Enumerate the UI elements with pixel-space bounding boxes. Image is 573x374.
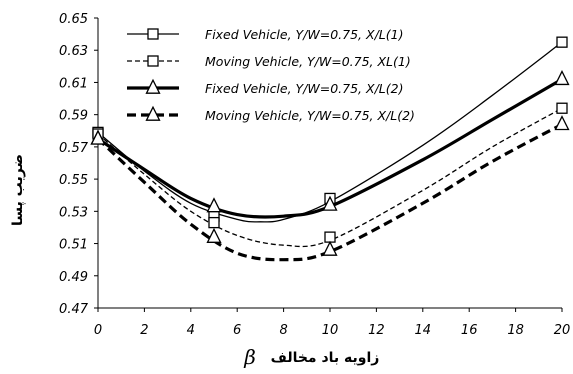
y-tick-label: 0.51 [59, 238, 88, 253]
series-3-point [556, 71, 569, 84]
legend-label: Fixed Vehicle, Y/W=0.75, X/L(2) [205, 81, 403, 96]
y-tick-label: 0.57 [59, 141, 89, 156]
x-tick-label: 18 [507, 323, 524, 338]
legend-label: Moving Vehicle, Y/W=0.75, X/L(2) [205, 108, 415, 123]
legend-item-4: Moving Vehicle, Y/W=0.75, X/L(2) [127, 107, 415, 123]
x-tick-label: 6 [233, 323, 241, 338]
y-tick-label: 0.49 [59, 270, 88, 285]
x-tick-label: 4 [187, 323, 195, 338]
x-tick-label: 20 [554, 323, 571, 338]
y-tick-labels: 0.47 0.49 0.51 0.53 0.55 0.57 0.59 0.61 0.63 0.65 [59, 12, 89, 317]
series-2 [93, 103, 567, 246]
legend-swatch-marker [148, 29, 158, 39]
x-axis-symbol: β [243, 345, 256, 369]
legend-item-2: Moving Vehicle, Y/W=0.75, XL(1) [127, 54, 411, 69]
series-2-point [209, 218, 219, 228]
x-tick-label: 0 [94, 323, 102, 338]
legend: Fixed Vehicle, Y/W=0.75, X/L(1) Moving Ve… [127, 27, 415, 123]
series-4-point [208, 229, 221, 242]
y-axis-label: ضریب پسا [10, 154, 26, 226]
series-1-point [557, 37, 567, 47]
x-axis-label: زاویه باد مخالف [271, 350, 380, 366]
series-2-point [325, 232, 335, 242]
y-tick-label: 0.61 [59, 76, 88, 91]
y-tick-label: 0.55 [59, 173, 88, 188]
y-tick-label: 0.65 [59, 12, 88, 27]
x-tick-labels: 0 2 4 6 8 10 12 14 16 18 20 [94, 323, 570, 338]
y-tick-label: 0.47 [59, 302, 89, 317]
series-2-line [98, 108, 562, 246]
x-tick-label: 10 [322, 323, 339, 338]
x-tick-label: 12 [368, 323, 385, 338]
series-4-point [556, 117, 569, 130]
legend-item-1: Fixed Vehicle, Y/W=0.75, X/L(1) [127, 27, 403, 42]
x-tick-label: 8 [279, 323, 287, 338]
x-tick-label: 14 [415, 323, 432, 338]
legend-label: Fixed Vehicle, Y/W=0.75, X/L(1) [205, 27, 403, 42]
y-tick-label: 0.63 [59, 44, 88, 59]
legend-swatch-marker [148, 56, 158, 66]
legend-item-3: Fixed Vehicle, Y/W=0.75, X/L(2) [127, 80, 403, 96]
series-lines [92, 37, 569, 260]
y-tick-label: 0.59 [59, 109, 88, 124]
series-2-point [557, 103, 567, 113]
x-tick-label: 16 [461, 323, 478, 338]
legend-label: Moving Vehicle, Y/W=0.75, XL(1) [205, 54, 411, 69]
y-tick-label: 0.53 [59, 205, 88, 220]
x-tick-label: 2 [140, 323, 148, 338]
